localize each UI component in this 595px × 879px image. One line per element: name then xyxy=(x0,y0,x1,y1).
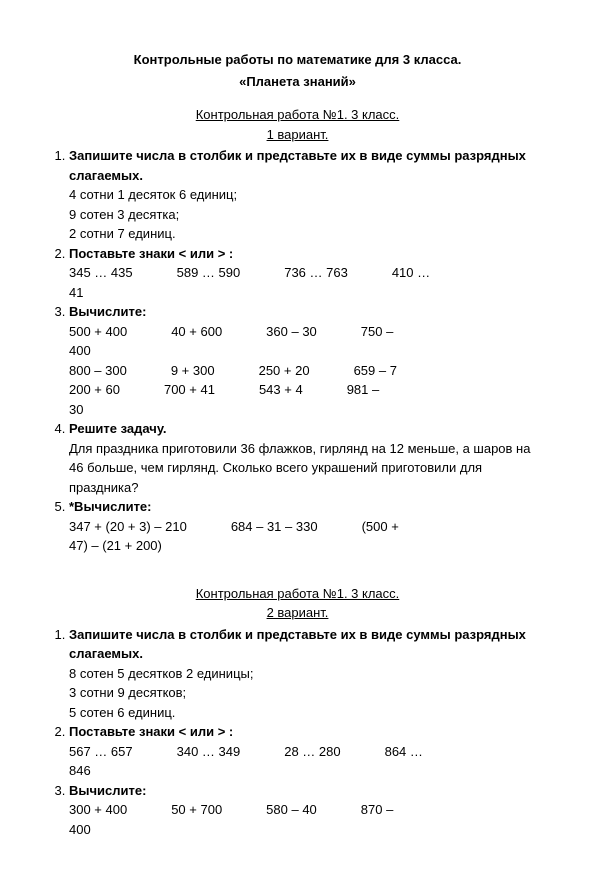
task-line: 9 сотен 3 десятка; xyxy=(69,205,540,225)
expr: 580 – 40 xyxy=(266,800,361,820)
task-line: 3 сотни 9 десятков; xyxy=(69,683,540,703)
task-row: 347 + (20 + 3) – 210 684 – 31 – 330 (500… xyxy=(69,517,540,537)
v2-heading: Контрольная работа №1. 3 класс. xyxy=(55,584,540,604)
expr-cont: 47) – (21 + 200) xyxy=(69,536,540,556)
expr: 410 … xyxy=(392,263,430,283)
expr: 800 – 300 xyxy=(69,361,171,381)
expr-cont: 30 xyxy=(69,400,540,420)
expr: 750 – xyxy=(361,322,394,342)
task-line: 8 сотен 5 десятков 2 единицы; xyxy=(69,664,540,684)
expr: 981 – xyxy=(347,380,380,400)
v1-heading: Контрольная работа №1. 3 класс. xyxy=(55,105,540,125)
task-line: 2 сотни 7 единиц. xyxy=(69,224,540,244)
expr: 9 + 300 xyxy=(171,361,259,381)
task-title: Вычислите: xyxy=(69,304,146,319)
list-item: Вычислите: 500 + 400 40 + 600 360 – 30 7… xyxy=(69,302,540,419)
task-row: 200 + 60 700 + 41 543 + 4 981 – xyxy=(69,380,540,400)
expr: 589 … 590 xyxy=(177,263,285,283)
v1-task-list: Запишите числа в столбик и представьте и… xyxy=(55,146,540,556)
expr: 659 – 7 xyxy=(354,361,397,381)
task-row: 500 + 400 40 + 600 360 – 30 750 – xyxy=(69,322,540,342)
task-row: 300 + 400 50 + 700 580 – 40 870 – xyxy=(69,800,540,820)
expr: 864 … xyxy=(385,742,423,762)
doc-title: Контрольные работы по математике для 3 к… xyxy=(55,50,540,70)
list-item: Поставьте знаки < или > : 567 … 657 340 … xyxy=(69,722,540,781)
v1-variant: 1 вариант. xyxy=(55,125,540,145)
task-title: Поставьте знаки < или > : xyxy=(69,246,233,261)
expr: 40 + 600 xyxy=(171,322,266,342)
v2-task-list: Запишите числа в столбик и представьте и… xyxy=(55,625,540,840)
expr: 300 + 400 xyxy=(69,800,171,820)
expr: (500 + xyxy=(362,517,399,537)
list-item: Запишите числа в столбик и представьте и… xyxy=(69,625,540,723)
list-item: Вычислите: 300 + 400 50 + 700 580 – 40 8… xyxy=(69,781,540,840)
expr: 700 + 41 xyxy=(164,380,259,400)
task-line: 4 сотни 1 десяток 6 единиц; xyxy=(69,185,540,205)
list-item: *Вычислите: 347 + (20 + 3) – 210 684 – 3… xyxy=(69,497,540,556)
doc-subtitle: «Планета знаний» xyxy=(55,72,540,92)
task-title: *Вычислите: xyxy=(69,499,152,514)
expr: 500 + 400 xyxy=(69,322,171,342)
expr: 28 … 280 xyxy=(284,742,384,762)
expr: 340 … 349 xyxy=(177,742,285,762)
expr: 543 + 4 xyxy=(259,380,347,400)
expr-cont: 400 xyxy=(69,820,540,840)
expr: 345 … 435 xyxy=(69,263,177,283)
task-text: Для праздника приготовили 36 флажков, ги… xyxy=(69,439,540,498)
expr-cont: 400 xyxy=(69,341,540,361)
task-title: Запишите числа в столбик и представьте и… xyxy=(69,148,526,183)
expr-cont: 41 xyxy=(69,283,540,303)
expr: 250 + 20 xyxy=(259,361,354,381)
expr: 50 + 700 xyxy=(171,800,266,820)
expr: 360 – 30 xyxy=(266,322,361,342)
expr: 684 – 31 – 330 xyxy=(231,517,362,537)
task-title: Запишите числа в столбик и представьте и… xyxy=(69,627,526,662)
task-row: 567 … 657 340 … 349 28 … 280 864 … xyxy=(69,742,540,762)
expr: 567 … 657 xyxy=(69,742,177,762)
task-title: Поставьте знаки < или > : xyxy=(69,724,233,739)
expr: 870 – xyxy=(361,800,394,820)
task-row: 800 – 300 9 + 300 250 + 20 659 – 7 xyxy=(69,361,540,381)
v2-variant: 2 вариант. xyxy=(55,603,540,623)
expr-cont: 846 xyxy=(69,761,540,781)
expr: 347 + (20 + 3) – 210 xyxy=(69,517,231,537)
task-title: Вычислите: xyxy=(69,783,146,798)
page: Контрольные работы по математике для 3 к… xyxy=(0,0,595,879)
task-line: 5 сотен 6 единиц. xyxy=(69,703,540,723)
list-item: Решите задачу. Для праздника приготовили… xyxy=(69,419,540,497)
task-row: 345 … 435 589 … 590 736 … 763 410 … xyxy=(69,263,540,283)
list-item: Запишите числа в столбик и представьте и… xyxy=(69,146,540,244)
list-item: Поставьте знаки < или > : 345 … 435 589 … xyxy=(69,244,540,303)
section-gap xyxy=(55,556,540,584)
expr: 736 … 763 xyxy=(284,263,392,283)
expr: 200 + 60 xyxy=(69,380,164,400)
task-title: Решите задачу. xyxy=(69,421,167,436)
